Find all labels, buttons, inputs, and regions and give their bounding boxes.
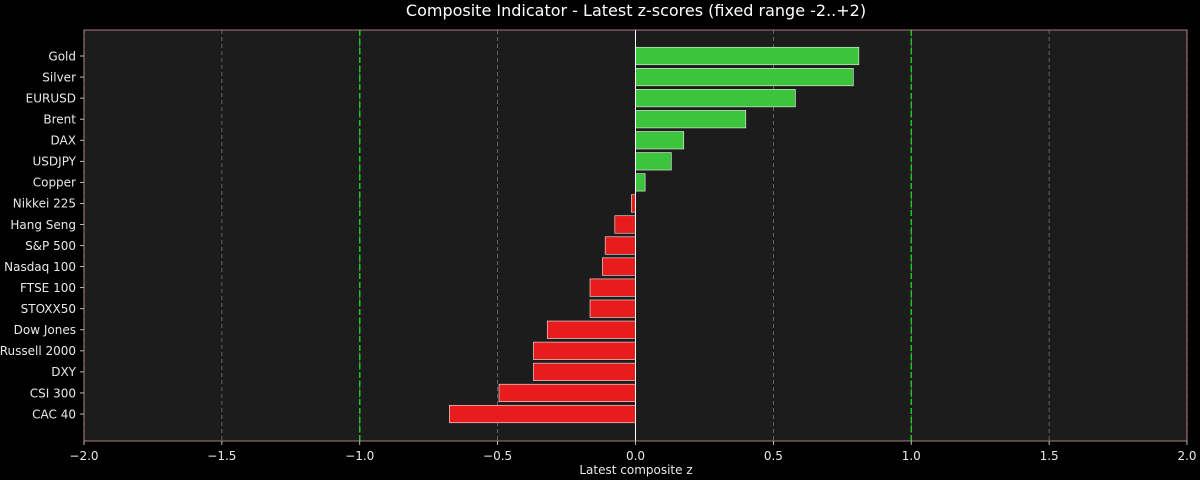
x-tick-label-2: −1.0: [345, 449, 374, 463]
bar-silver: [635, 68, 854, 87]
bar-nasdaq-100: [602, 257, 636, 276]
y-tick-label-4: DAX: [51, 134, 76, 148]
bar-russell-2000: [533, 341, 636, 360]
threshold-lines: [359, 30, 912, 441]
chart-title: Composite Indicator - Latest z-scores (f…: [406, 1, 866, 20]
bar-hang-seng: [614, 215, 636, 234]
y-tick-label-16: CSI 300: [30, 386, 76, 400]
x-tick-label-6: 1.0: [902, 449, 921, 463]
y-tick-label-9: S&P 500: [25, 239, 76, 253]
x-tick-label-4: 0.0: [626, 449, 645, 463]
bar-dax: [635, 131, 685, 150]
bar-brent: [635, 110, 747, 129]
x-tick-label-3: −0.5: [483, 449, 512, 463]
bars: [449, 46, 860, 424]
y-tick-label-14: Russell 2000: [0, 344, 76, 358]
y-tick-label-1: Silver: [42, 70, 76, 84]
y-tick-label-13: Dow Jones: [14, 323, 76, 337]
y-tick-label-11: FTSE 100: [20, 281, 76, 295]
bar-stoxx50: [589, 299, 636, 318]
bar-s-p-500: [604, 236, 636, 255]
bar-nikkei-225: [631, 194, 636, 213]
bar-eurusd: [635, 89, 796, 108]
y-tick-label-15: DXY: [51, 365, 76, 379]
y-tick-label-10: Nasdaq 100: [4, 260, 76, 274]
bar-dxy: [533, 362, 636, 381]
y-tick-label-6: Copper: [33, 176, 76, 190]
bar-usdjpy: [635, 152, 672, 171]
x-tick-label-8: 2.0: [1177, 449, 1196, 463]
x-tick-label-7: 1.5: [1040, 449, 1059, 463]
y-tick-label-12: STOXX50: [21, 302, 76, 316]
y-tick-label-7: Nikkei 225: [13, 197, 76, 211]
y-tick-label-0: Gold: [48, 49, 76, 63]
x-axis-ticks: −2.0 −1.5 −1.0 −0.5 0.0 0.5 1.0 1.5 2.0: [69, 441, 1197, 463]
x-tick-label-1: −1.5: [207, 449, 236, 463]
bar-copper: [635, 173, 646, 192]
y-tick-label-17: CAC 40: [32, 407, 76, 421]
bar-csi-300: [498, 383, 636, 403]
y-tick-label-8: Hang Seng: [10, 218, 76, 232]
y-tick-label-5: USDJPY: [33, 155, 77, 169]
y-tick-label-2: EURUSD: [26, 91, 76, 105]
y-axis-ticks: Gold Silver EURUSD Brent DAX USDJPY Copper Nikk…: [0, 49, 84, 421]
bar-dow-jones: [546, 320, 636, 339]
bar-cac-40: [449, 404, 636, 424]
y-tick-label-3: Brent: [43, 112, 76, 126]
bar-gold: [635, 46, 860, 66]
x-tick-label-0: −2.0: [69, 449, 98, 463]
bar-ftse-100: [589, 278, 636, 297]
x-axis-label: Latest composite z: [579, 463, 692, 477]
x-tick-label-5: 0.5: [764, 449, 783, 463]
